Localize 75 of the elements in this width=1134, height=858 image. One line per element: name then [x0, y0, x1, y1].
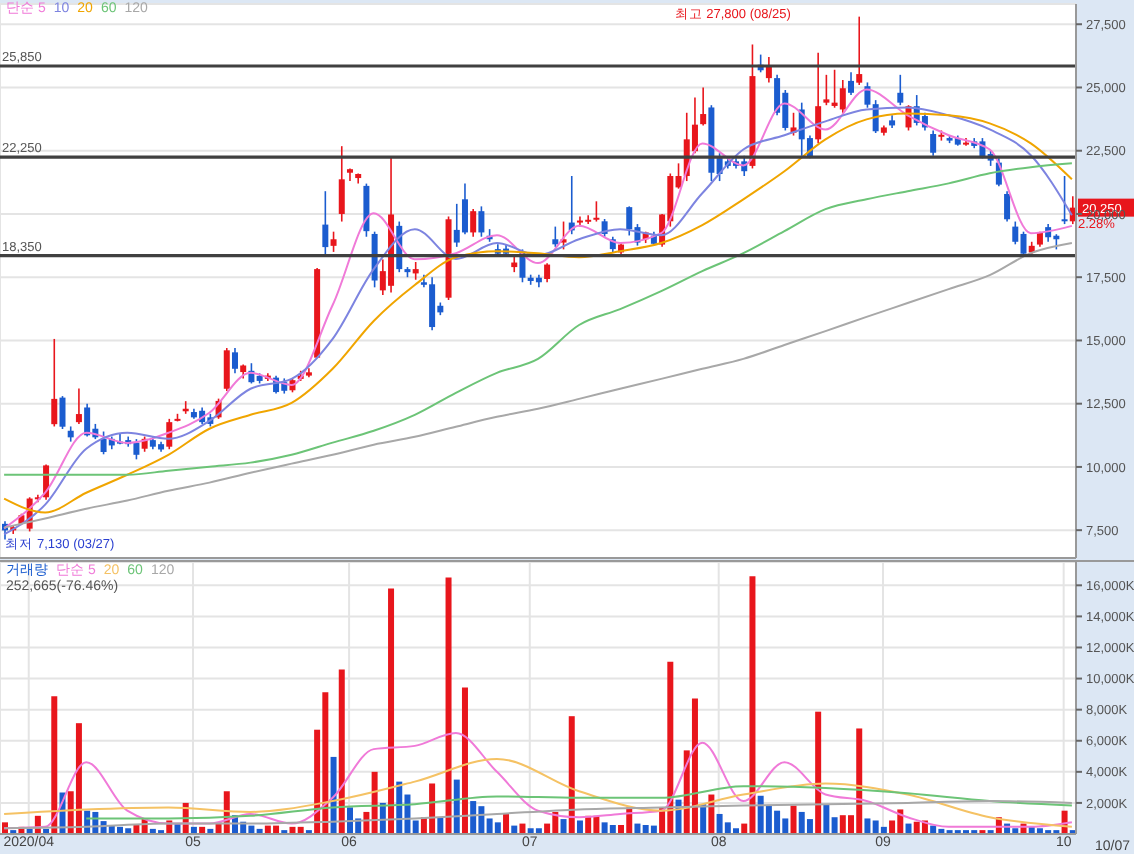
bar	[815, 711, 822, 834]
candlestick	[823, 74, 830, 106]
candlestick	[59, 395, 66, 430]
bar	[470, 801, 477, 834]
bar	[806, 819, 813, 834]
bar	[51, 696, 58, 834]
candlestick	[429, 276, 436, 332]
candlestick	[839, 79, 846, 114]
candlestick	[1012, 220, 1019, 246]
bar	[568, 716, 575, 834]
candlestick	[1004, 190, 1011, 223]
candlestick	[831, 68, 838, 109]
bar	[560, 819, 567, 834]
line-series	[3, 757, 1073, 828]
bar	[601, 822, 608, 834]
candlestick	[700, 86, 707, 127]
candlestick	[330, 230, 337, 253]
candlestick	[322, 190, 329, 258]
bar	[749, 576, 756, 834]
bar	[75, 723, 82, 834]
candlestick	[478, 205, 485, 238]
bar	[774, 810, 781, 834]
candlestick	[1061, 175, 1068, 225]
candlestick	[544, 262, 551, 284]
candlestick	[346, 167, 353, 182]
candlestick	[552, 225, 559, 248]
bar	[864, 818, 871, 834]
candlestick	[856, 15, 863, 86]
candlestick	[626, 205, 633, 237]
bar	[388, 588, 395, 834]
line-series	[3, 800, 1073, 830]
candlestick	[84, 402, 91, 438]
bar	[782, 818, 789, 834]
candlestick	[223, 347, 230, 392]
bar	[716, 813, 723, 834]
candlestick	[470, 208, 477, 238]
bar	[503, 813, 510, 834]
candlestick	[453, 203, 460, 248]
bar	[790, 805, 797, 834]
bar	[823, 804, 830, 834]
candlestick	[75, 387, 82, 425]
candlestick	[100, 430, 107, 456]
candlestick	[560, 220, 567, 251]
bar	[897, 809, 904, 834]
bar	[856, 728, 863, 834]
candlestick	[585, 214, 592, 225]
candlestick	[231, 347, 238, 375]
bar	[478, 806, 485, 834]
bar	[445, 577, 452, 834]
candlestick	[461, 182, 468, 235]
candlestick	[897, 74, 904, 106]
bar	[724, 822, 731, 834]
bar	[322, 692, 329, 834]
candlestick	[133, 438, 140, 461]
bar	[757, 795, 764, 834]
candlestick	[363, 182, 370, 238]
candlestick	[338, 145, 345, 223]
candlestick	[848, 71, 855, 96]
bar	[494, 822, 501, 834]
bar	[872, 820, 879, 834]
bar	[667, 661, 674, 834]
line-series	[85, 785, 1073, 820]
bar	[691, 698, 698, 834]
bar	[338, 669, 345, 834]
bar	[839, 815, 846, 834]
line-series	[3, 242, 1073, 529]
bar	[429, 783, 436, 834]
line-series	[3, 162, 1073, 476]
candlestick	[51, 338, 58, 428]
candlestick	[593, 200, 600, 223]
bar	[461, 687, 468, 834]
bar	[798, 811, 805, 834]
bar	[576, 820, 583, 834]
bar	[453, 779, 460, 834]
candlestick	[930, 129, 937, 157]
